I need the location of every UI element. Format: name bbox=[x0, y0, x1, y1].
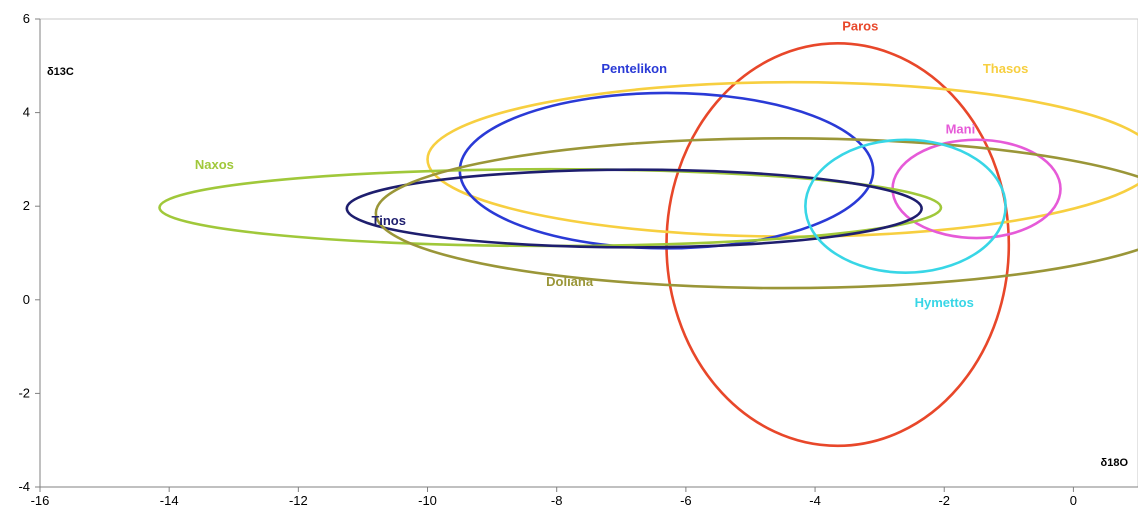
x-tick-label: -10 bbox=[418, 493, 437, 508]
y-tick-label: -4 bbox=[18, 479, 30, 494]
label-paros: Paros bbox=[842, 19, 878, 34]
ellipse-hymettos bbox=[804, 138, 1007, 274]
ellipse-label-layer: Paros Thasos Pentelikon Mani Naxos Tinos Dolia… bbox=[195, 19, 1028, 310]
label-doliana: Doliana bbox=[546, 274, 594, 289]
x-tick-label: 0 bbox=[1070, 493, 1077, 508]
label-hymettos: Hymettos bbox=[915, 295, 974, 310]
y-ticks: -4 -2 0 2 4 6 bbox=[18, 11, 40, 494]
label-mani: Mani bbox=[946, 122, 976, 137]
y-tick-label: 4 bbox=[23, 105, 30, 120]
x-tick-label: -14 bbox=[160, 493, 179, 508]
x-axis-title: δ18O bbox=[1101, 457, 1129, 469]
y-tick-label: 0 bbox=[23, 292, 30, 307]
label-tinos: Tinos bbox=[372, 213, 406, 228]
y-axis-title: δ13C bbox=[47, 66, 74, 78]
plot-frame bbox=[39, 18, 1138, 488]
y-axis: -4 -2 0 2 4 6 bbox=[18, 11, 41, 494]
ellipse-layer bbox=[158, 42, 1138, 448]
x-tick-label: -8 bbox=[551, 493, 563, 508]
label-naxos: Naxos bbox=[195, 157, 234, 172]
plot-area: Paros Thasos Pentelikon Mani Naxos Tinos Dolia… bbox=[39, 18, 1138, 488]
x-axis: -16 -14 -12 -10 -8 -6 -4 -2 0 bbox=[31, 486, 1138, 508]
label-pentelikon: Pentelikon bbox=[601, 61, 667, 76]
y-tick-label: 2 bbox=[23, 198, 30, 213]
x-ticks: -16 -14 -12 -10 -8 -6 -4 -2 0 bbox=[31, 487, 1077, 508]
label-thasos: Thasos bbox=[983, 61, 1029, 76]
y-tick-label: 6 bbox=[23, 11, 30, 26]
x-tick-label: -16 bbox=[31, 493, 50, 508]
y-tick-label: -2 bbox=[18, 385, 30, 400]
ellipse-tinos bbox=[345, 168, 923, 249]
x-tick-label: -6 bbox=[680, 493, 692, 508]
ellipse-doliana bbox=[374, 137, 1138, 290]
x-tick-label: -2 bbox=[938, 493, 950, 508]
x-tick-label: -12 bbox=[289, 493, 308, 508]
x-tick-label: -4 bbox=[809, 493, 821, 508]
